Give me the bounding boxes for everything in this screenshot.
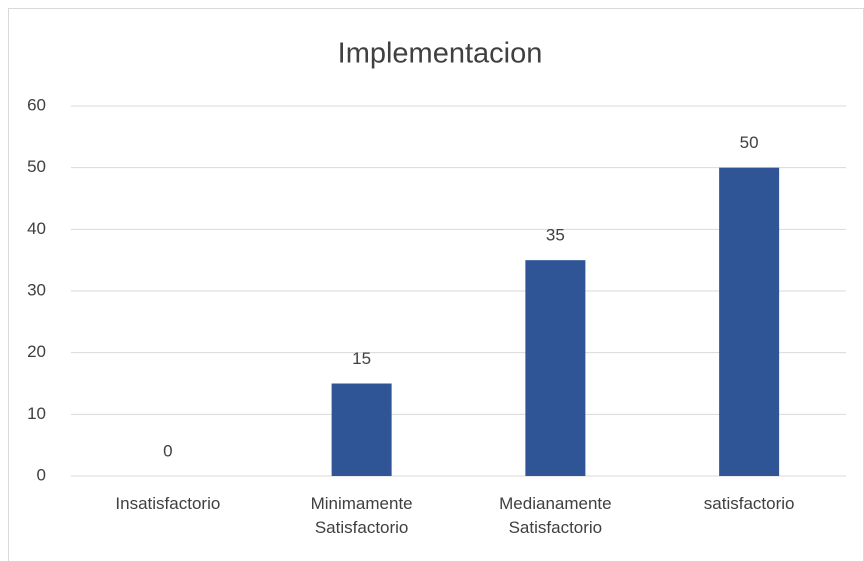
x-tick-label: satisfactorio bbox=[703, 494, 795, 513]
x-tick-label: Insatisfactorio bbox=[115, 494, 221, 513]
chart-title: Implementacion bbox=[338, 38, 543, 70]
y-tick-label: 10 bbox=[27, 404, 46, 423]
x-tick-label: Medianamente Satisfactorio bbox=[499, 494, 612, 537]
data-label: 35 bbox=[546, 226, 565, 245]
bar bbox=[525, 260, 586, 476]
y-tick-label: 20 bbox=[27, 342, 46, 361]
bar bbox=[331, 383, 392, 476]
data-label: 0 bbox=[163, 441, 172, 460]
x-tick-label: Minimamente Satisfactorio bbox=[310, 494, 413, 537]
y-tick-label: 50 bbox=[27, 157, 46, 176]
bar bbox=[719, 167, 780, 476]
y-tick-label: 30 bbox=[27, 280, 46, 299]
y-tick-label: 0 bbox=[37, 465, 46, 484]
data-label: 50 bbox=[740, 133, 759, 152]
y-tick-label: 60 bbox=[27, 95, 46, 114]
data-label: 15 bbox=[352, 349, 371, 368]
y-tick-label: 40 bbox=[27, 219, 46, 238]
